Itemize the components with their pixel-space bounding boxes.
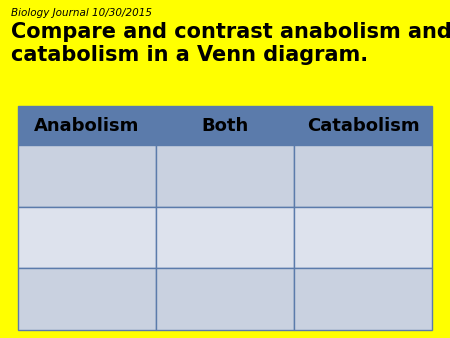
- Text: Anabolism: Anabolism: [34, 117, 140, 135]
- Text: Catabolism: Catabolism: [307, 117, 419, 135]
- Text: Both: Both: [201, 117, 248, 135]
- Text: Biology Journal 10/30/2015: Biology Journal 10/30/2015: [11, 8, 152, 19]
- Text: Compare and contrast anabolism and
catabolism in a Venn diagram.: Compare and contrast anabolism and catab…: [11, 22, 450, 65]
